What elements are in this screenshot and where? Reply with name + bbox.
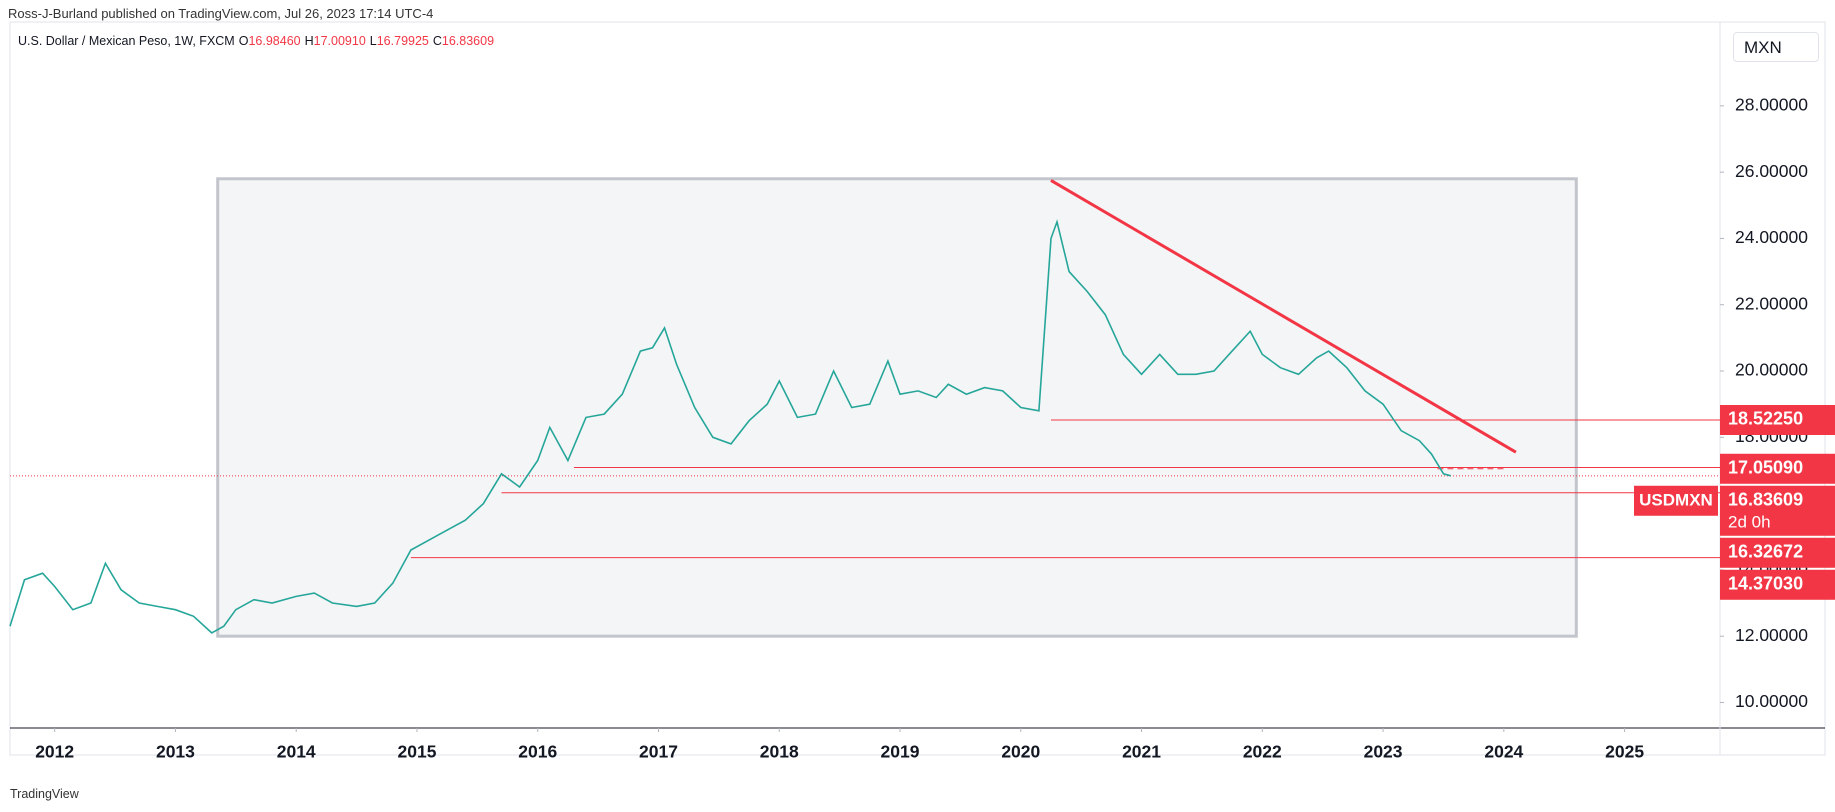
- price-badge: [1720, 569, 1835, 600]
- x-tick-label: 2019: [881, 742, 920, 762]
- price-badge: [1720, 537, 1835, 568]
- symbol-badge: [1634, 485, 1718, 516]
- ohlc-key: H: [304, 34, 314, 48]
- plot-border: [9, 21, 1826, 756]
- price-badge-label: 14.37030: [1728, 574, 1803, 594]
- x-tick-label: 2023: [1364, 742, 1403, 762]
- y-tick-label: 22.00000: [1735, 293, 1808, 313]
- price-line: [9, 219, 1451, 634]
- ohlc-key: C: [432, 34, 442, 48]
- x-tick-label: 2022: [1243, 742, 1282, 762]
- price-badge: [1720, 453, 1835, 484]
- price-badge: [1720, 485, 1835, 536]
- y-tick-label: 24.00000: [1735, 227, 1808, 247]
- countdown: 2d 0h: [1728, 512, 1771, 531]
- x-tick-label: 2020: [1001, 742, 1040, 762]
- symbol-badge-label: USDMXN: [1639, 490, 1713, 509]
- x-tick-label: 2024: [1484, 742, 1523, 762]
- y-tick-label: 26.00000: [1735, 161, 1808, 181]
- price-badge: [1720, 404, 1835, 435]
- x-tick-label: 2013: [156, 742, 195, 762]
- x-tick-label: 2014: [277, 742, 316, 762]
- chart: 10.0000012.0000014.0000016.0000018.00000…: [9, 21, 1835, 762]
- currency-button[interactable]: MXN: [1733, 32, 1819, 62]
- ohlc-key: L: [369, 34, 377, 48]
- price-badge-label: 18.52250: [1728, 409, 1803, 429]
- x-tick-label: 2016: [518, 742, 557, 762]
- range-box: [216, 177, 1578, 638]
- price-badge-label: 16.83609: [1728, 490, 1803, 510]
- footer: TradingView: [10, 787, 79, 801]
- trendline: [1050, 179, 1517, 454]
- x-tick-label: 2017: [639, 742, 678, 762]
- y-tick-label: 12.00000: [1735, 625, 1808, 645]
- x-tick-label: 2018: [760, 742, 799, 762]
- ohlc-value: 16.98460: [248, 34, 301, 48]
- ohlc-value: 17.00910: [313, 34, 366, 48]
- x-tick-label: 2012: [35, 742, 74, 762]
- symbol-info: U.S. Dollar / Mexican Peso, 1W, FXCM O16.…: [18, 34, 494, 48]
- symbol: U.S. Dollar / Mexican Peso, 1W, FXCM: [18, 34, 235, 48]
- y-tick-label: 10.00000: [1735, 691, 1808, 711]
- ohlc-key: O: [238, 34, 249, 48]
- price-badge-label: 16.32672: [1728, 542, 1803, 562]
- ohlc-value: 16.79925: [376, 34, 429, 48]
- y-tick-label: 20.00000: [1735, 360, 1808, 380]
- x-tick-label: 2025: [1605, 742, 1644, 762]
- x-tick-label: 2015: [398, 742, 437, 762]
- ohlc: O16.98460 H17.00910 L16.79925 C16.83609: [235, 34, 494, 48]
- publish-info: Ross-J-Burland published on TradingView.…: [8, 6, 434, 21]
- price-badge-label: 17.05090: [1728, 458, 1803, 478]
- ohlc-value: 16.83609: [441, 34, 495, 48]
- y-tick-label: 28.00000: [1735, 94, 1808, 114]
- x-tick-label: 2021: [1122, 742, 1161, 762]
